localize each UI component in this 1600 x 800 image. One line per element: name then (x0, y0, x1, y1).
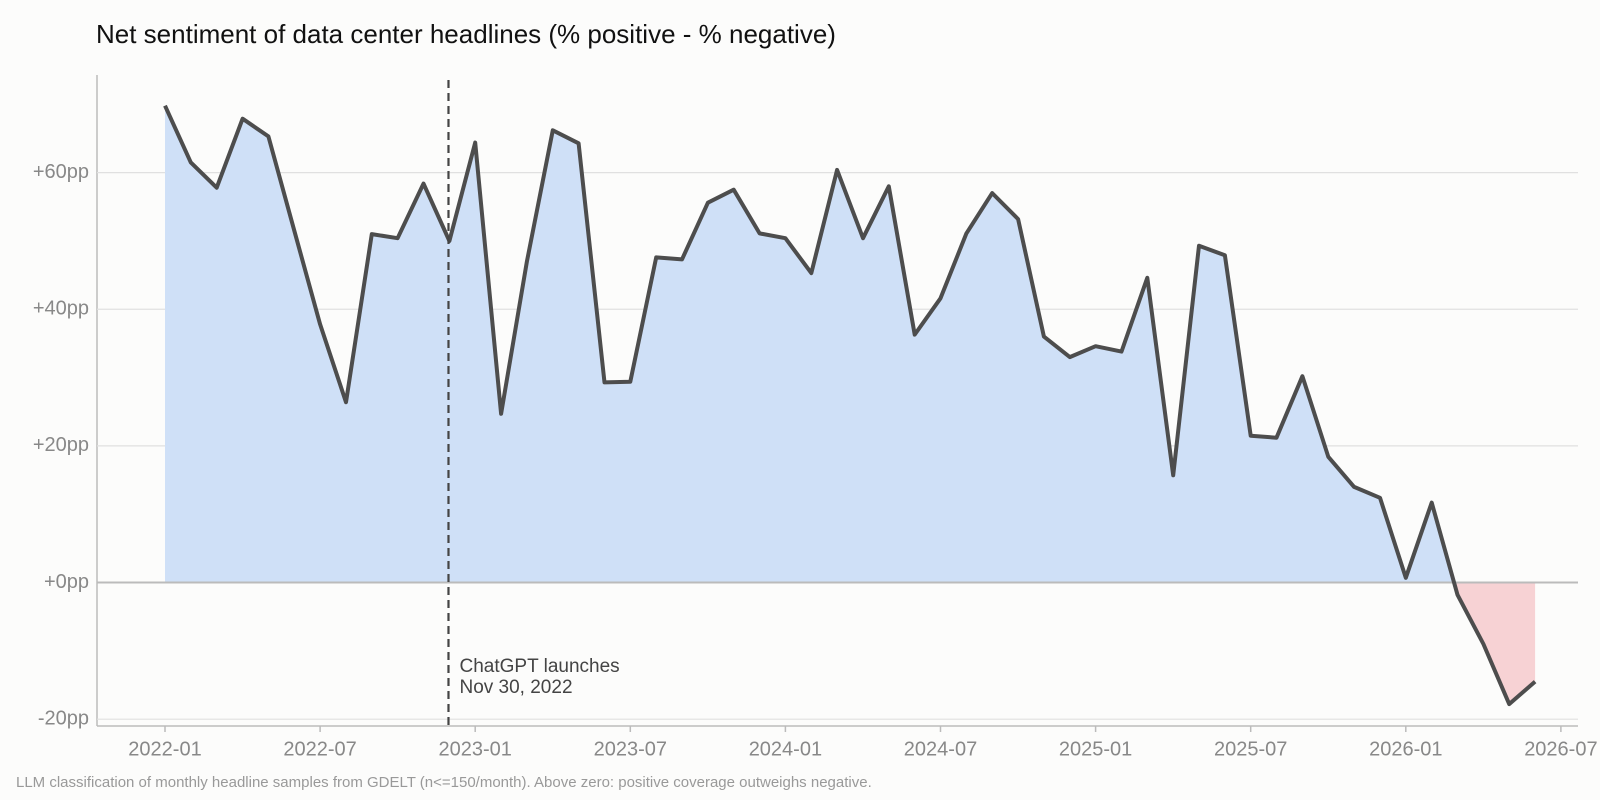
x-tick-label: 2023-07 (594, 738, 667, 760)
y-tick-label: +0pp (44, 571, 89, 593)
area-positive (165, 105, 1455, 583)
x-tick-label: 2024-07 (904, 738, 977, 760)
annotation-label: ChatGPT launches (459, 656, 619, 677)
y-tick-label: +20pp (33, 434, 89, 456)
annotation-label: Nov 30, 2022 (459, 677, 572, 698)
y-tick-label: -20pp (38, 707, 89, 729)
x-tick-label: 2026-07 (1524, 738, 1597, 760)
y-tick-label: +60pp (33, 161, 89, 183)
x-tick-label: 2024-01 (749, 738, 822, 760)
x-tick-label: 2022-01 (128, 738, 201, 760)
x-tick-label: 2023-01 (438, 738, 511, 760)
line (163, 104, 1537, 707)
x-tick-label: 2025-01 (1059, 738, 1132, 760)
x-tick-label: 2026-01 (1369, 738, 1442, 760)
x-tick-label: 2025-07 (1214, 738, 1287, 760)
footnote: LLM classification of monthly headline s… (16, 774, 872, 791)
x-tick-label: 2022-07 (283, 738, 356, 760)
chart-title: Net sentiment of data center headlines (… (96, 19, 836, 49)
y-tick-label: +40pp (33, 298, 89, 320)
